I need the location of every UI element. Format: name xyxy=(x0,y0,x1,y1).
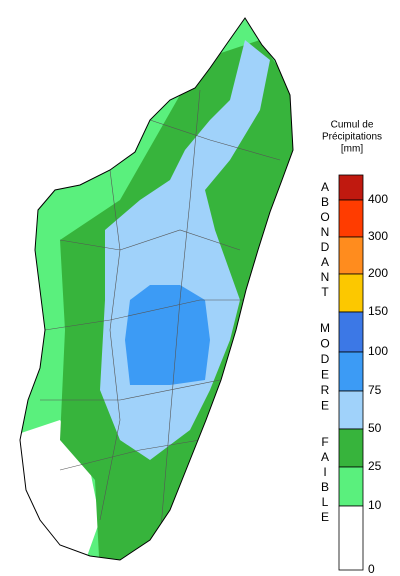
legend-swatch xyxy=(338,174,364,201)
legend-group-letter: A xyxy=(321,450,329,464)
island-outline xyxy=(19,17,294,561)
legend-title: [mm] xyxy=(341,144,363,155)
map xyxy=(20,18,293,560)
legend-tick-label: 75 xyxy=(368,383,382,397)
legend-swatch xyxy=(338,351,364,392)
legend-group-letter: N xyxy=(321,225,330,239)
legend-tick-label: 25 xyxy=(368,459,382,473)
legend-swatch xyxy=(338,466,364,507)
legend-tick-label: 300 xyxy=(368,229,388,243)
legend-swatch xyxy=(338,505,364,571)
legend-group-letter: A xyxy=(321,180,329,194)
legend-group-letter: O xyxy=(320,337,329,351)
legend-tick-label: 100 xyxy=(368,344,388,358)
legend-tick-label: 400 xyxy=(368,192,388,206)
legend-group-letter: I xyxy=(323,465,326,479)
legend-tick-label: 150 xyxy=(368,304,388,318)
legend-swatch xyxy=(338,236,364,275)
legend-group-letter: D xyxy=(321,352,330,366)
legend-group-letter: E xyxy=(321,368,329,382)
legend-group-letter: O xyxy=(320,210,329,224)
legend-tick-label: 200 xyxy=(368,266,388,280)
legend-swatch xyxy=(338,390,364,430)
legend-swatch xyxy=(338,199,364,238)
legend-swatch xyxy=(338,311,364,353)
legend-swatch xyxy=(338,428,364,468)
legend-group-letter: B xyxy=(321,480,329,494)
legend-group-letter: N xyxy=(321,270,330,284)
legend-title: Cumul de xyxy=(331,120,374,131)
legend-group-letter: A xyxy=(321,255,329,269)
legend-group-letter: M xyxy=(320,321,330,335)
legend-group-letter: E xyxy=(321,399,329,413)
legend-group-letter: F xyxy=(321,435,328,449)
legend-tick-label: 10 xyxy=(368,498,382,512)
legend-group-letter: L xyxy=(322,495,329,509)
legend-group-letter: T xyxy=(321,285,329,299)
legend-tick-label: 0 xyxy=(368,562,375,576)
legend-group-letter: D xyxy=(321,240,330,254)
legend-title: Précipitations xyxy=(322,132,382,143)
legend-group-letter: R xyxy=(321,383,330,397)
legend-group-letter: B xyxy=(321,195,329,209)
legend-swatch xyxy=(338,273,364,313)
legend-group-letter: E xyxy=(321,510,329,524)
legend-tick-label: 50 xyxy=(368,421,382,435)
